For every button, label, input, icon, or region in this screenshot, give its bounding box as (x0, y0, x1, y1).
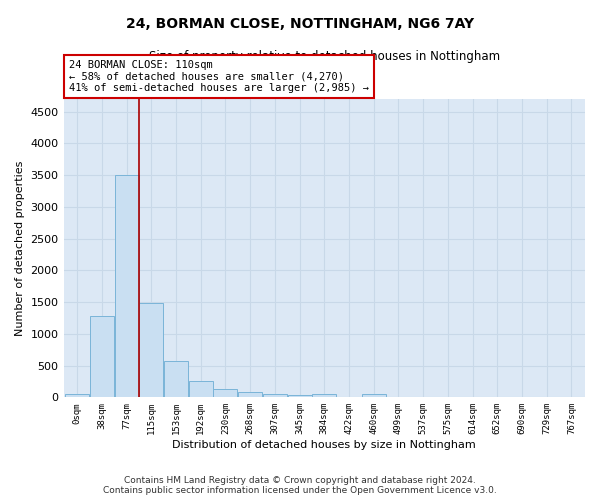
X-axis label: Distribution of detached houses by size in Nottingham: Distribution of detached houses by size … (172, 440, 476, 450)
Bar (287, 396, 311, 398)
Bar (238, 392, 262, 398)
Bar (65, 394, 89, 398)
Bar (362, 394, 386, 398)
Text: 24 BORMAN CLOSE: 110sqm
← 58% of detached houses are smaller (4,270)
41% of semi: 24 BORMAN CLOSE: 110sqm ← 58% of detache… (69, 60, 369, 93)
Text: 24, BORMAN CLOSE, NOTTINGHAM, NG6 7AY: 24, BORMAN CLOSE, NOTTINGHAM, NG6 7AY (126, 18, 474, 32)
Title: Size of property relative to detached houses in Nottingham: Size of property relative to detached ho… (149, 50, 500, 63)
Y-axis label: Number of detached properties: Number of detached properties (15, 160, 25, 336)
Bar (189, 382, 212, 398)
Bar (139, 304, 163, 398)
Bar (115, 175, 139, 398)
Bar (312, 394, 336, 398)
Bar (90, 316, 114, 398)
Bar (164, 361, 188, 398)
Bar (263, 394, 287, 398)
Text: Contains HM Land Registry data © Crown copyright and database right 2024.
Contai: Contains HM Land Registry data © Crown c… (103, 476, 497, 495)
Bar (214, 389, 238, 398)
